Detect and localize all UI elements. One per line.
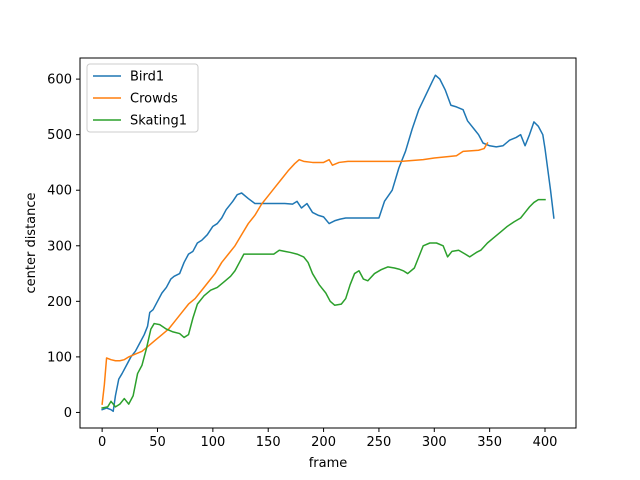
series-line-skating1 bbox=[101, 198, 546, 409]
x-tick-label: 350 bbox=[477, 435, 502, 450]
y-tick-label: 200 bbox=[47, 295, 72, 310]
legend: Bird1 Crowds Skating1 bbox=[86, 63, 199, 133]
series-line-bird1 bbox=[101, 74, 555, 413]
x-tick-label: 50 bbox=[149, 435, 166, 450]
y-tick-label: 500 bbox=[47, 128, 72, 143]
y-tick-label: 100 bbox=[47, 350, 72, 365]
y-tick-label: 0 bbox=[64, 406, 72, 421]
x-tick-label: 300 bbox=[422, 435, 447, 450]
x-tick-label: 100 bbox=[200, 435, 225, 450]
legend-label-skating1: Skating1 bbox=[130, 114, 187, 129]
y-tick-label: 300 bbox=[47, 239, 72, 254]
x-axis-label: frame bbox=[309, 456, 348, 471]
y-tick-label: 400 bbox=[47, 184, 72, 199]
plot-frame bbox=[79, 57, 577, 429]
legend-label-bird1: Bird1 bbox=[130, 70, 164, 85]
x-tick-label: 0 bbox=[98, 435, 106, 450]
series-lines bbox=[101, 74, 555, 413]
legend-box bbox=[86, 63, 199, 133]
x-tick-label: 250 bbox=[367, 435, 392, 450]
x-tick-label: 150 bbox=[256, 435, 281, 450]
x-tick-label: 200 bbox=[311, 435, 336, 450]
y-axis-label: center distance bbox=[24, 192, 39, 293]
legend-label-crowds: Crowds bbox=[130, 92, 178, 107]
x-axis-ticks: 0 50 100 150 200 250 300 350 400 bbox=[98, 428, 557, 450]
x-tick-label: 400 bbox=[533, 435, 558, 450]
series-line-crowds bbox=[101, 141, 489, 405]
y-axis-ticks: 0 100 200 300 400 500 600 bbox=[47, 73, 80, 421]
y-tick-label: 600 bbox=[47, 73, 72, 88]
